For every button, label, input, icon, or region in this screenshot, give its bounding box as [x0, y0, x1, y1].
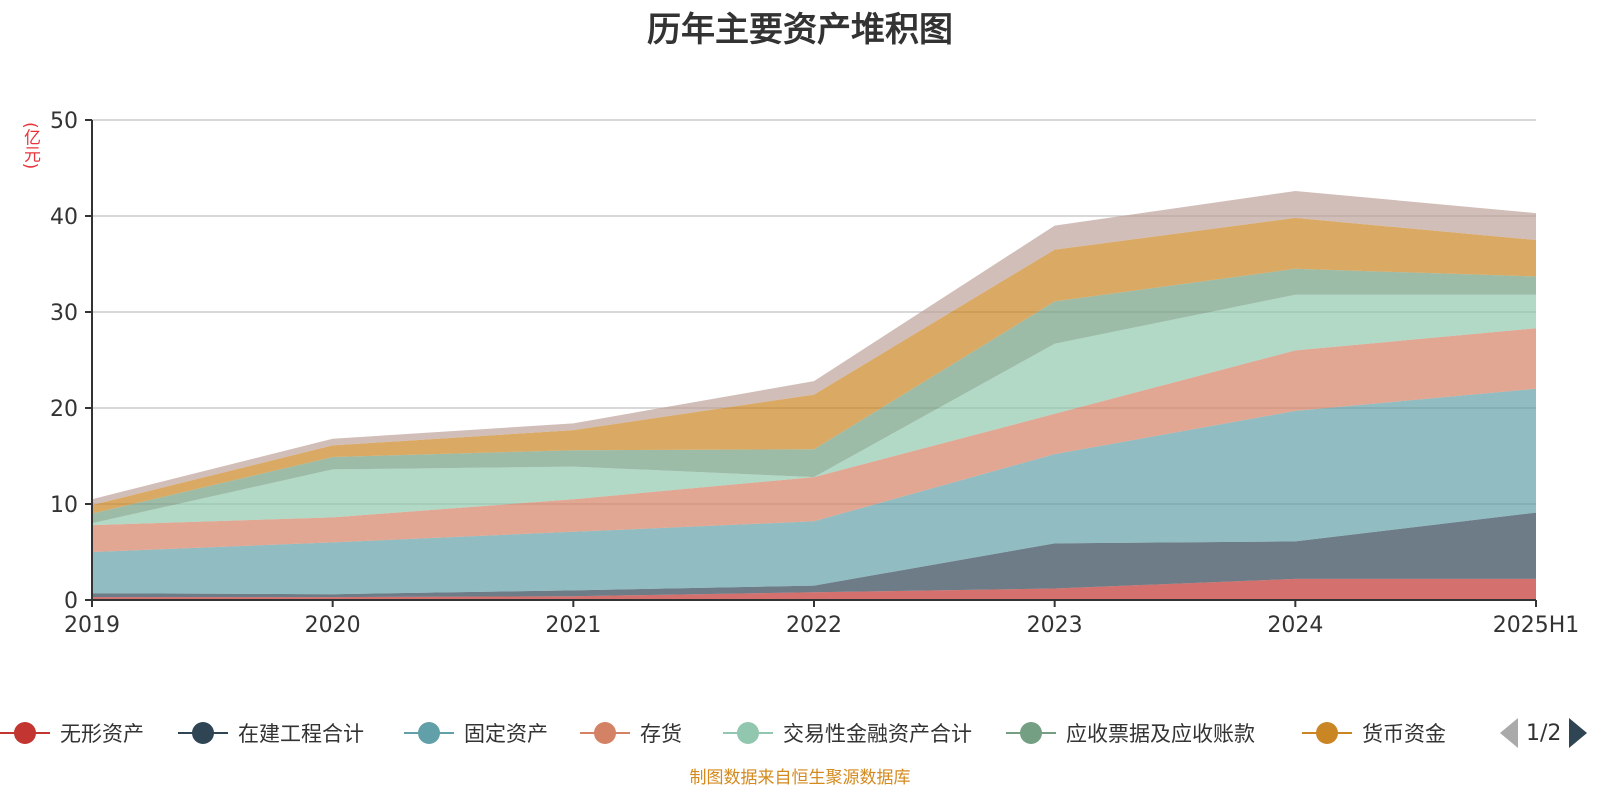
y-tick-label: 50	[50, 109, 78, 134]
y-axis-unit-label: (亿元)	[20, 122, 40, 170]
area-series-6	[92, 217, 1536, 514]
legend-item[interactable]: 交易性金融资产合计	[723, 713, 972, 753]
area-series-0	[92, 578, 1536, 600]
y-tick-label: 40	[50, 205, 78, 230]
y-tick-label: 10	[50, 493, 78, 518]
legend-item[interactable]: 应收票据及应收账款	[1006, 713, 1255, 753]
area-series-2	[92, 388, 1536, 595]
legend-item[interactable]: 无形资产	[0, 713, 144, 753]
x-tick-label: 2020	[305, 613, 361, 638]
y-tick-label: 0	[64, 589, 78, 614]
chart-title: 历年主要资产堆积图	[647, 10, 953, 50]
y-tick-label: 20	[50, 397, 78, 422]
area-series-5	[92, 268, 1536, 524]
legend-item[interactable]: 存货	[580, 713, 682, 753]
legend: 无形资产 在建工程合计 固定资产 存货 交易性金融资产合计 应收票据及应收账款 货币资金 1…	[0, 713, 1600, 753]
legend-marker-icon	[723, 721, 773, 745]
x-tick-label: 2024	[1267, 613, 1323, 638]
legend-marker-icon	[580, 721, 630, 745]
legend-label: 交易性金融资产合计	[783, 722, 972, 746]
area-series-7	[92, 191, 1536, 505]
x-tick-label: 2019	[64, 613, 120, 638]
area-series-4	[92, 294, 1536, 526]
legend-pager: 1/2	[1500, 713, 1588, 753]
area-series-1	[92, 512, 1536, 598]
legend-next-page-icon[interactable]	[1569, 718, 1588, 748]
legend-marker-icon	[178, 721, 228, 745]
legend-label: 存货	[640, 722, 682, 746]
legend-label: 在建工程合计	[238, 722, 364, 746]
legend-marker-icon	[1302, 721, 1352, 745]
x-tick-label: 2023	[1027, 613, 1083, 638]
x-tick-label: 2025H1	[1493, 613, 1580, 638]
legend-label: 应收票据及应收账款	[1066, 722, 1255, 746]
legend-marker-icon	[1006, 721, 1056, 745]
legend-item[interactable]: 货币资金	[1302, 713, 1446, 753]
legend-label: 固定资产	[464, 722, 548, 746]
legend-prev-page-icon[interactable]	[1500, 718, 1518, 748]
area-series-layer	[92, 191, 1536, 600]
legend-page-indicator: 1/2	[1526, 720, 1562, 746]
axes: 0 10 20 30 40 50 2019 2020 2021 2022 2023 2024 2025H…	[50, 109, 1579, 638]
stacked-area-chart: 0 10 20 30 40 50 2019 2020 2021 2022 2023 2024 2025H…	[50, 109, 1579, 638]
data-source-note: 制图数据来自恒生聚源数据库	[689, 768, 911, 788]
legend-item[interactable]: 固定资产	[404, 713, 548, 753]
y-tick-label: 30	[50, 301, 78, 326]
legend-label: 无形资产	[60, 722, 144, 746]
legend-marker-icon	[0, 721, 50, 745]
x-tick-label: 2021	[545, 613, 601, 638]
x-tick-label: 2022	[786, 613, 842, 638]
legend-item[interactable]: 在建工程合计	[178, 713, 364, 753]
area-series-3	[92, 328, 1536, 552]
legend-marker-icon	[404, 721, 454, 745]
legend-label: 货币资金	[1362, 722, 1446, 746]
